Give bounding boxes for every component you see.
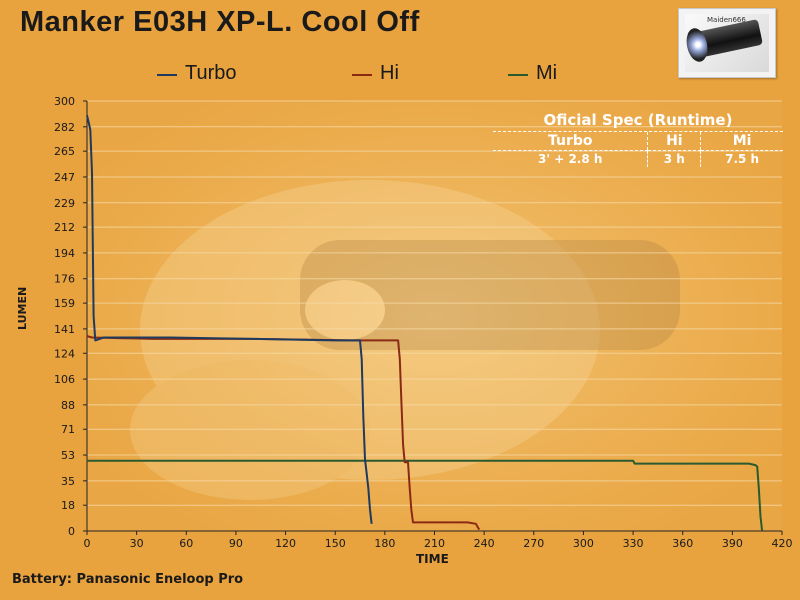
x-tick-labels: 0 30 60 90 120 150 180 210 240 270 300 330 360 390 420 (84, 537, 793, 550)
spec-table: Turbo Hi Mi 3' + 2.8 h 3 h 7.5 h (493, 132, 783, 167)
y-axis-label: LUMEN (16, 286, 29, 330)
y-tick-label: 176 (54, 273, 75, 286)
legend-swatch-mi (508, 74, 528, 76)
x-tick-label: 30 (130, 537, 144, 550)
y-tick-label: 194 (54, 247, 75, 260)
x-tick-label: 210 (424, 537, 445, 550)
x-axis-label: TIME (416, 552, 449, 566)
y-tick-label: 35 (61, 475, 75, 488)
y-tick-label: 212 (54, 221, 75, 234)
spec-val-mi: 7.5 h (700, 150, 783, 167)
legend-label-turbo: Turbo (185, 62, 237, 84)
y-tick-label: 141 (54, 323, 75, 336)
x-tick-label: 120 (275, 537, 296, 550)
y-tick-label: 300 (54, 95, 75, 108)
x-tick-label: 360 (672, 537, 693, 550)
thumbnail-photo: Maiden666 (683, 14, 769, 72)
spec-col-mi: Mi (700, 132, 783, 151)
flashlight-thumbnail: Maiden666 (678, 8, 776, 78)
x-tick-label: 300 (573, 537, 594, 550)
legend-label-mi: Mi (536, 62, 558, 84)
y-tick-label: 124 (54, 347, 75, 360)
y-tick-label: 229 (54, 197, 75, 210)
battery-note: Battery: Panasonic Eneloop Pro (12, 572, 244, 587)
official-spec-box: Oficial Spec (Runtime) Turbo Hi Mi 3' + … (493, 111, 783, 167)
spec-val-hi: 3 h (647, 150, 701, 167)
x-tick-label: 180 (374, 537, 395, 550)
x-tick-label: 330 (623, 537, 644, 550)
spec-header-row: Turbo Hi Mi (493, 132, 783, 151)
y-tick-label: 18 (61, 499, 75, 512)
axes (83, 100, 783, 535)
y-tick-label: 0 (68, 525, 75, 538)
x-tick-label: 60 (179, 537, 193, 550)
plot-background (87, 101, 782, 531)
legend-label-hi: Hi (380, 62, 399, 84)
spec-col-turbo: Turbo (493, 132, 648, 151)
x-tick-label: 270 (523, 537, 544, 550)
y-tick-label: 282 (54, 121, 75, 134)
y-tick-label: 71 (61, 423, 75, 436)
x-tick-label: 390 (722, 537, 743, 550)
y-tick-label: 53 (61, 449, 75, 462)
y-tick-label: 247 (54, 171, 75, 184)
x-tick-label: 420 (772, 537, 793, 550)
spec-val-turbo: 3' + 2.8 h (538, 152, 603, 166)
chart-title: Manker E03H XP-L. Cool Off (20, 6, 420, 38)
x-tick-label: 150 (325, 537, 346, 550)
y-tick-label: 106 (54, 373, 75, 386)
thumbnail-watermark: Maiden666 (707, 16, 746, 24)
legend-swatch-hi (352, 74, 372, 76)
x-tick-label: 240 (474, 537, 495, 550)
spec-col-hi: Hi (647, 132, 701, 151)
y-tick-label: 159 (54, 297, 75, 310)
series-line-mi (87, 459, 764, 532)
legend-swatch-turbo (157, 74, 177, 76)
y-tick-label: 88 (61, 399, 75, 412)
y-tick-label: 265 (54, 145, 75, 158)
x-tick-label: 90 (229, 537, 243, 550)
series-lines (86, 115, 764, 532)
x-tick-label: 0 (84, 537, 91, 550)
spec-title: Oficial Spec (Runtime) (493, 111, 783, 132)
spec-values-row: 3' + 2.8 h 3 h 7.5 h (493, 150, 783, 167)
series-line-turbo (86, 115, 373, 524)
y-tick-labels: 0 18 35 53 71 88 106 124 141 159 176 194 212 229 247 26… (54, 95, 75, 538)
